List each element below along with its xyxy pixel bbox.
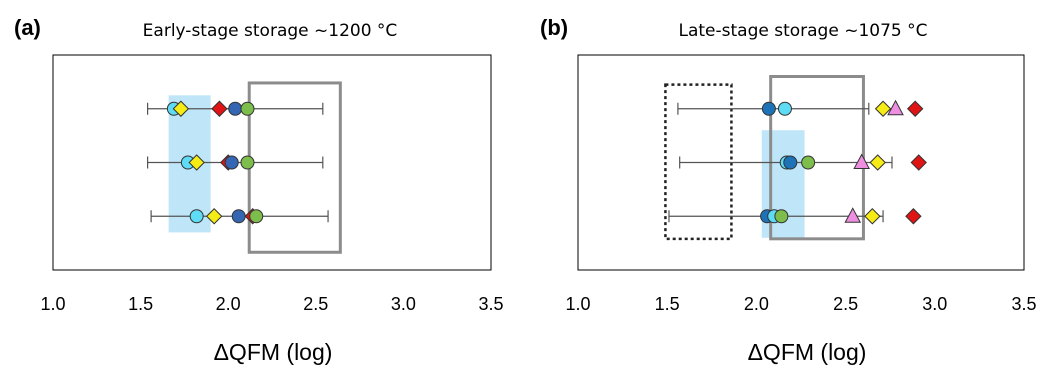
b-marker-row3-0 (761, 101, 776, 116)
a-marker-row3-2 (211, 100, 228, 117)
a-xtick-4: 3.0 (391, 294, 416, 314)
b-marker-row3-1 (777, 101, 792, 116)
panel-a-title: Early-stage storage ~1200 °C (143, 21, 398, 41)
b-marker-row2-3 (853, 153, 870, 169)
a-marker-row1-1 (205, 208, 223, 225)
panel-b: (b) Late-stage storage ~1075 °C ΔQFM (lo… (540, 15, 1037, 365)
panel-b-label: (b) (540, 15, 568, 40)
b-xtick-4: 3.0 (922, 294, 947, 314)
a-marker-row1-0 (189, 209, 204, 224)
a-marker-row2-1 (188, 154, 205, 171)
a-xtick-0: 1.0 (40, 294, 65, 314)
panel-a-xlabel: ΔQFM (log) (214, 339, 333, 365)
a-marker-row3-1 (172, 100, 190, 117)
b-marker-row2-1 (783, 155, 798, 170)
b-marker-row1-5 (905, 208, 922, 225)
b-marker-row1-3 (844, 207, 862, 223)
b-marker-row1-2 (774, 209, 789, 224)
a-xtick-3: 2.5 (303, 294, 328, 314)
a-xtick-5: 3.5 (478, 294, 503, 314)
b-marker-row2-5 (910, 154, 927, 171)
a-xtick-1: 1.5 (128, 294, 153, 314)
b-marker-row3-4 (906, 100, 924, 117)
a-marker-row2-4 (240, 155, 255, 170)
a-plot-frame (52, 54, 492, 271)
b-plot-frame (577, 54, 1025, 271)
b-xtick-5: 3.5 (1011, 294, 1036, 314)
a-marker-row2-3 (224, 155, 239, 170)
b-xtick-1: 1.5 (655, 294, 680, 314)
panel-a-label: (a) (14, 15, 41, 40)
b-marker-row3-3 (887, 99, 904, 116)
b-marker-row1-4 (864, 208, 881, 225)
panel-b-xlabel: ΔQFM (log) (748, 339, 867, 365)
b-xtick-3: 2.5 (833, 294, 858, 314)
b-marker-row3-2 (874, 100, 892, 117)
b-marker-row2-2 (801, 155, 816, 170)
panel-b-title: Late-stage storage ~1075 °C (678, 21, 927, 41)
a-xtick-2: 2.0 (216, 294, 241, 314)
a-marker-row3-3 (228, 101, 243, 116)
a-marker-row1-2 (231, 209, 246, 224)
panel-a: (a) Early-stage storage ~1200 °C ΔQFM (l… (14, 15, 504, 365)
b-xtick-2: 2.0 (744, 294, 769, 314)
a-marker-row1-4 (249, 209, 264, 224)
b-xtick-0: 1.0 (565, 294, 590, 314)
b-marker-row2-4 (869, 154, 886, 171)
b-dotted-range-box (664, 83, 733, 241)
a-marker-row3-4 (240, 101, 255, 116)
